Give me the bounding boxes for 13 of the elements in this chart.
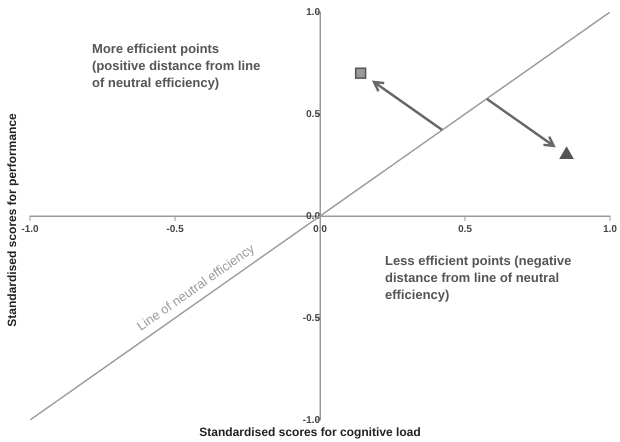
annotation: More efficient points (positive distance from line of neutral efficiency) [92,40,262,91]
x-tick-label: 0.5 [458,224,472,235]
y-tick-label: 1.0 [306,6,320,18]
y-tick-label: -0.5 [302,312,320,324]
annotation: Less efficient points (negative distance from line of neutral efficiency) [385,252,572,303]
y-tick-label: 0.5 [306,108,320,120]
x-tick-label: -1.0 [21,224,40,235]
x-tick-label: 1.0 [603,224,618,235]
y-tick-label: -1.0 [302,414,320,426]
x-axis-title: Standardised scores for cognitive load [198,425,422,439]
x-tick-label: 0.0 [313,224,328,235]
y-axis-title: Standardised scores for performance [5,113,19,327]
x-tick-label: -0.5 [166,224,184,235]
